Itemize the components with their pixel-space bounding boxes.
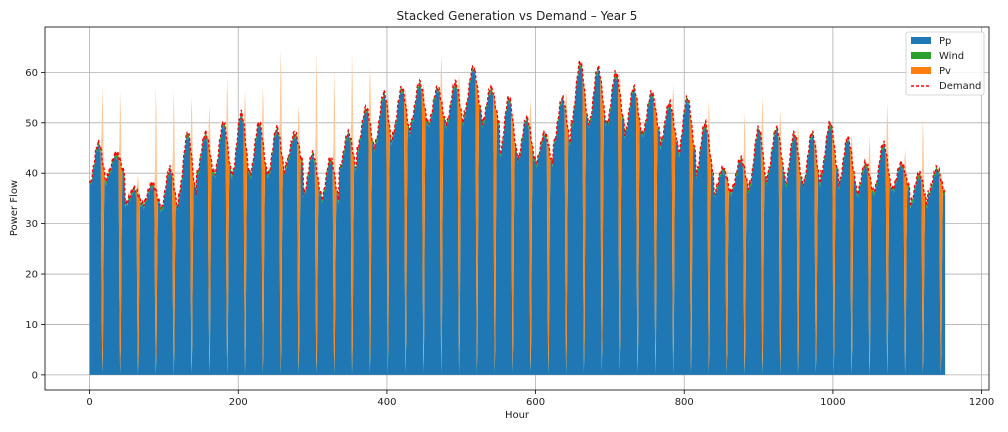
legend-label-pp: Pp	[939, 36, 951, 47]
pp-series-area	[89, 64, 946, 375]
x-tick-label: 800	[675, 397, 694, 408]
legend-label-wind: Wind	[939, 51, 964, 62]
x-tick-label: 600	[526, 397, 545, 408]
y-tick-label: 0	[32, 370, 38, 381]
x-tick-label: 400	[377, 397, 396, 408]
pp-area	[89, 64, 946, 375]
legend: Pp Wind Pv Demand	[905, 31, 985, 96]
y-tick-label: 40	[25, 169, 38, 180]
y-axis-ticks: 0 10 20 30 40 50 60	[25, 68, 45, 381]
demand-series-line	[88, 60, 946, 210]
x-tick-label: 200	[229, 397, 248, 408]
demand-line	[88, 60, 946, 210]
y-tick-label: 20	[25, 270, 38, 281]
legend-label-demand: Demand	[939, 81, 981, 92]
legend-box	[905, 31, 985, 96]
y-tick-label: 50	[25, 118, 38, 129]
x-tick-label: 1200	[969, 397, 994, 408]
x-tick-label: 0	[86, 397, 92, 408]
legend-swatch-pp	[911, 37, 931, 44]
legend-swatch-pv	[911, 67, 931, 74]
y-tick-label: 10	[25, 320, 38, 331]
y-tick-label: 60	[25, 68, 38, 79]
y-axis-label: Power Flow	[9, 180, 20, 236]
plot-frame	[44, 26, 990, 391]
legend-label-pv: Pv	[939, 66, 951, 77]
legend-swatch-wind	[911, 52, 931, 59]
x-axis-ticks: 0 200 400 600 800 1000 1200	[86, 390, 994, 408]
x-axis-label: Hour	[505, 410, 530, 421]
y-tick-label: 30	[25, 219, 38, 230]
x-tick-label: 1000	[820, 397, 845, 408]
chart-title: Stacked Generation vs Demand – Year 5	[397, 9, 638, 23]
